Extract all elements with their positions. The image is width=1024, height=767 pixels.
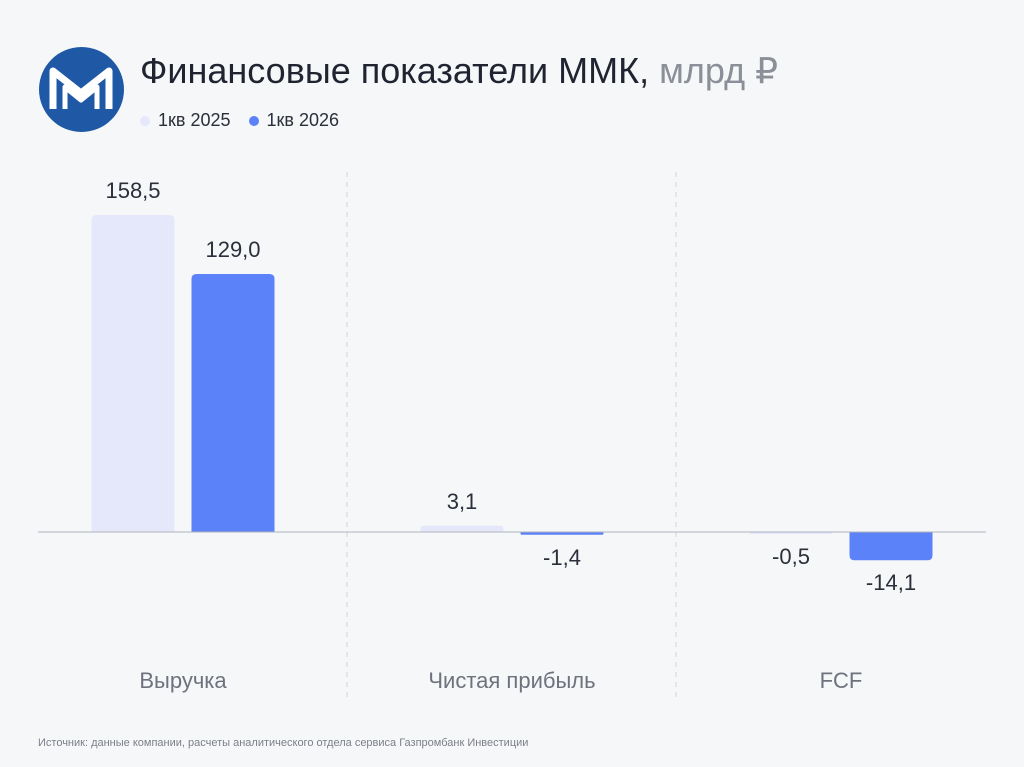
data-label-1-1: -1,4	[543, 545, 581, 570]
category-label-2: FCF	[820, 668, 863, 693]
title-text: Финансовые показатели ММК,	[140, 50, 650, 91]
title-unit: млрд ₽	[659, 50, 778, 91]
category-label-0: Выручка	[139, 668, 227, 693]
legend-label-2025: 1кв 2025	[158, 110, 231, 130]
legend-item-2025: 1кв 2025	[140, 110, 231, 131]
legend-dot-2026	[248, 115, 259, 126]
data-label-2-1: -14,1	[866, 570, 916, 595]
legend-dot-2025	[140, 115, 150, 126]
data-label-0-1: 129,0	[205, 237, 260, 262]
bar-1-1	[520, 532, 604, 535]
mmk-logo-icon	[39, 47, 124, 132]
data-label-0-0: 158,5	[105, 178, 160, 203]
legend: 1кв 2025 1кв 2026	[140, 110, 339, 131]
bar-0-0	[91, 215, 175, 532]
bar-1-0	[420, 525, 504, 532]
chart-title: Финансовые показатели ММК, млрд ₽	[140, 50, 778, 92]
legend-item-2026: 1кв 2026	[248, 110, 340, 131]
legend-label-2026: 1кв 2026	[266, 110, 340, 130]
data-label-2-0: -0,5	[772, 544, 810, 569]
bar-2-1	[849, 532, 933, 561]
source-note: Источник: данные компании, расчеты анали…	[38, 737, 529, 749]
data-label-1-0: 3,1	[447, 489, 478, 514]
bar-0-1	[191, 274, 275, 532]
category-label-1: Чистая прибыль	[428, 668, 595, 693]
